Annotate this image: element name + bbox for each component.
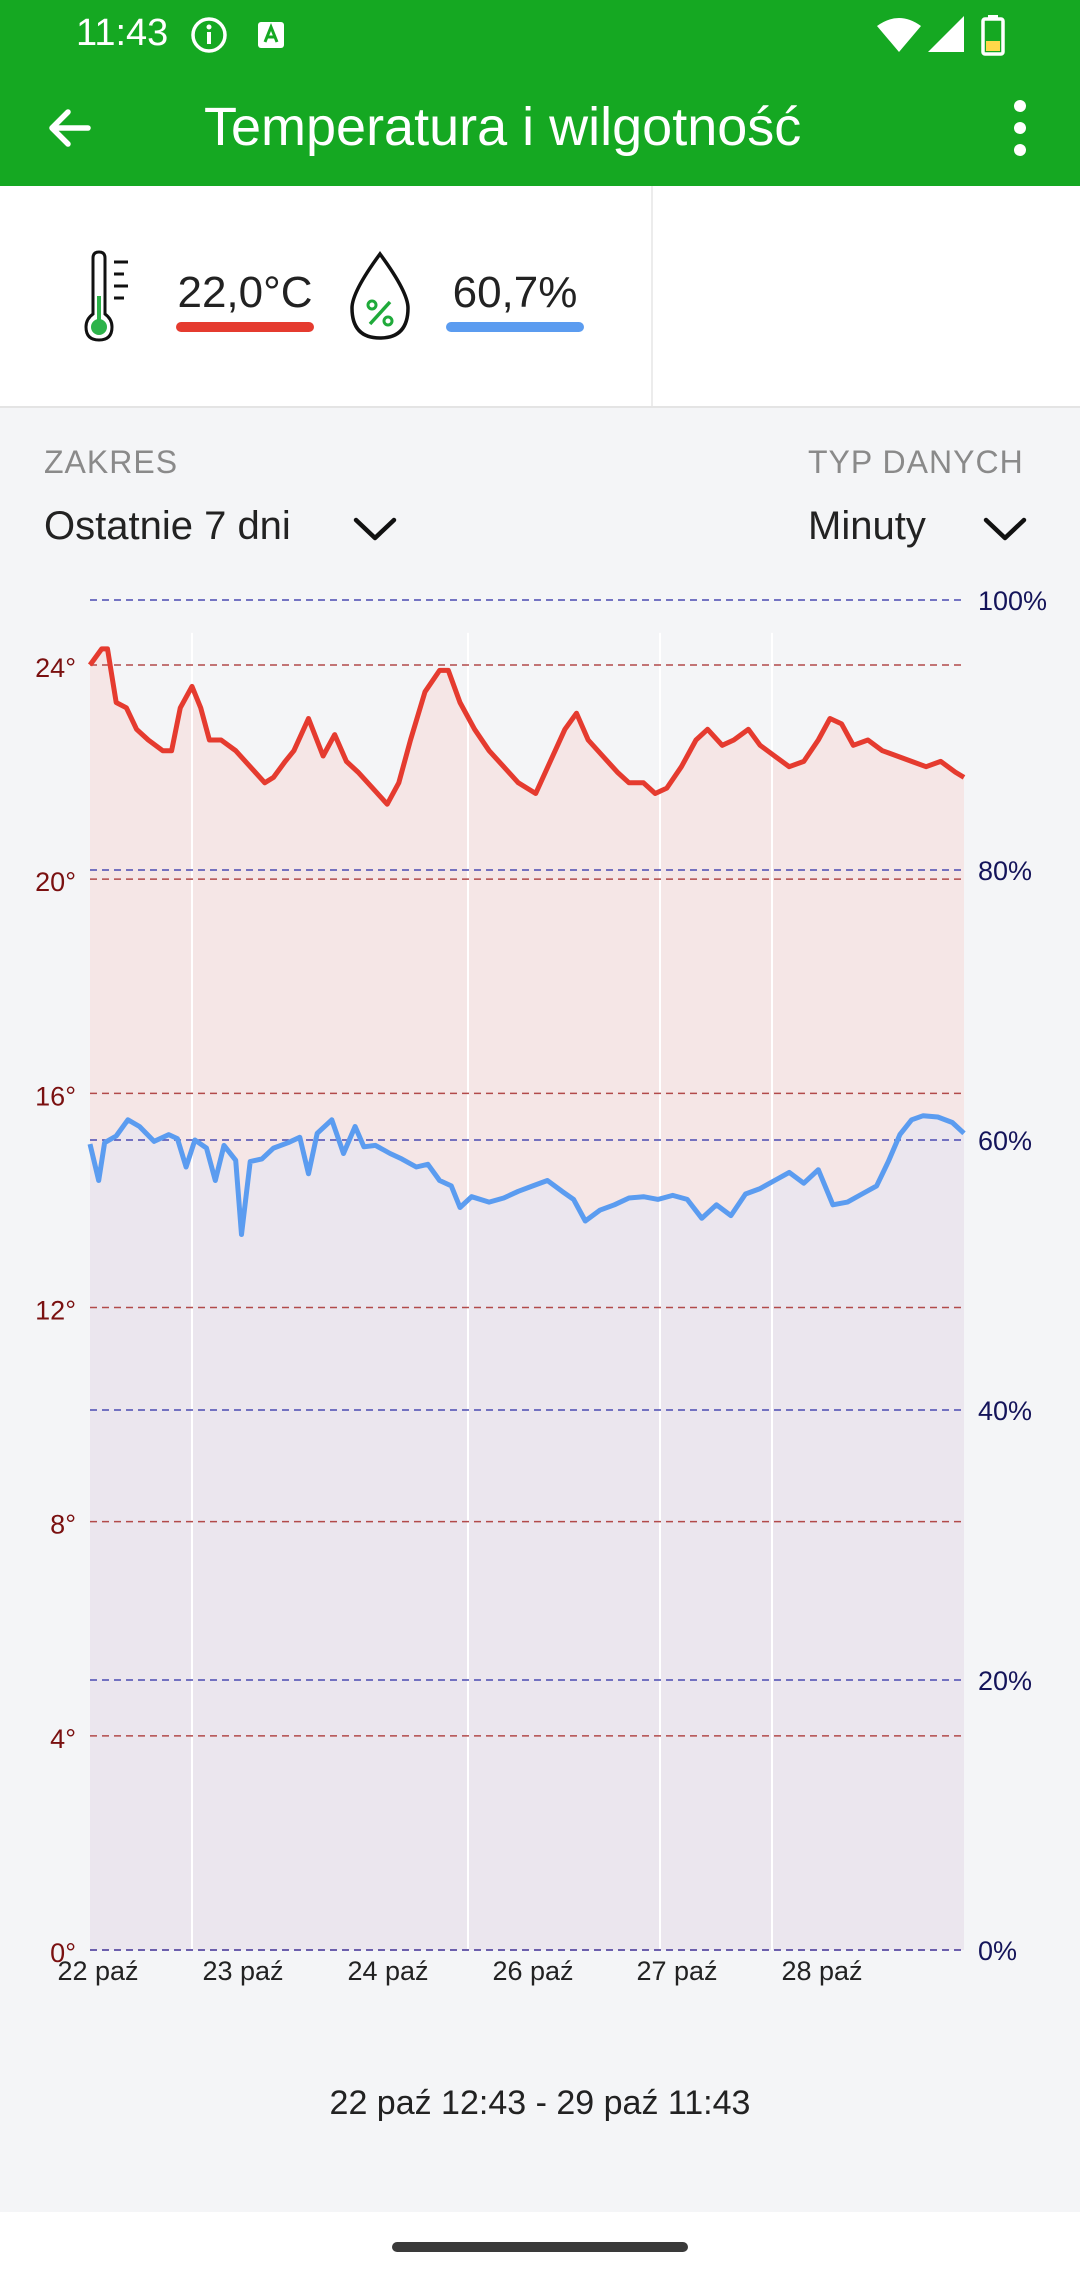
chevron-down-icon	[353, 517, 397, 541]
range-value: Ostatnie 7 dni	[44, 504, 291, 548]
x-tick-label: 26 paź	[492, 1956, 573, 1986]
temperature-reading: 22,0°C	[176, 268, 314, 332]
more-options-button[interactable]	[996, 94, 1044, 162]
back-button[interactable]	[38, 98, 112, 158]
humidity-tick-label: 40%	[978, 1396, 1032, 1426]
temperature-humidity-chart[interactable]: 0° 4° 8° 12° 16° 20° 24° 0% 20% 40% 60% 80% 100% 22 p…	[0, 580, 1080, 2000]
temperature-tick-label: 20°	[35, 867, 76, 897]
thermometer-icon	[80, 250, 136, 349]
date-range-label: 22 paź 12:43 - 29 paź 11:43	[329, 2084, 751, 2122]
humidity-legend-bar	[446, 322, 584, 332]
more-vert-icon	[1014, 100, 1026, 156]
humidity-tick-label: 100%	[978, 586, 1047, 616]
home-indicator[interactable]	[392, 2242, 688, 2252]
x-tick-label: 24 paź	[347, 1956, 428, 1986]
range-label: ZAKRES	[44, 444, 179, 480]
current-readings: 22,0°C 60,7%	[0, 186, 1080, 408]
x-tick-label: 28 paź	[781, 1956, 862, 1986]
temperature-tick-label: 8°	[50, 1510, 76, 1540]
temperature-legend-bar	[176, 322, 314, 332]
x-tick-label: 22 paź	[57, 1956, 138, 1986]
temperature-tick-label: 16°	[35, 1081, 76, 1111]
x-tick-label: 27 paź	[636, 1956, 717, 1986]
range-dropdown[interactable]: Ostatnie 7 dni	[44, 504, 404, 564]
temperature-tick-label: 0°	[50, 1938, 76, 1968]
humidity-line	[87, 1113, 966, 1237]
humidity-value: 60,7%	[452, 268, 578, 317]
humidity-tick-label: 0%	[978, 1936, 1017, 1966]
battery-icon	[980, 14, 1006, 61]
chevron-down-icon	[983, 517, 1027, 541]
data-type-label: TYP DANYCH	[808, 444, 1024, 480]
temperature-tick-label: 12°	[35, 1296, 76, 1326]
readings-divider	[651, 186, 653, 406]
signal-icon	[926, 14, 966, 59]
humidity-tick-label: 80%	[978, 856, 1032, 886]
arrow-left-icon	[49, 109, 91, 147]
data-type-dropdown[interactable]: Minuty	[808, 504, 1038, 564]
humidity-tick-label: 60%	[978, 1126, 1032, 1156]
temperature-value: 22,0°C	[177, 268, 313, 317]
temperature-tick-label: 4°	[50, 1724, 76, 1754]
humidity-tick-label: 20%	[978, 1666, 1032, 1696]
x-tick-label: 23 paź	[202, 1956, 283, 1986]
humidity-drop-icon	[344, 250, 416, 347]
status-bar: 11:43	[0, 0, 1080, 70]
temperature-line	[87, 646, 966, 807]
temperature-tick-label: 24°	[35, 653, 76, 683]
navigation-bar	[0, 2212, 1080, 2280]
accessibility-a-icon	[256, 20, 286, 55]
page-title: Temperatura i wilgotność	[204, 97, 802, 157]
info-icon	[190, 16, 228, 59]
humidity-reading: 60,7%	[446, 268, 584, 332]
data-type-value: Minuty	[808, 504, 926, 548]
humidity-area	[90, 1115, 964, 1950]
app-bar: Temperatura i wilgotność	[0, 70, 1080, 186]
status-time: 11:43	[76, 12, 169, 54]
wifi-icon	[876, 16, 922, 59]
